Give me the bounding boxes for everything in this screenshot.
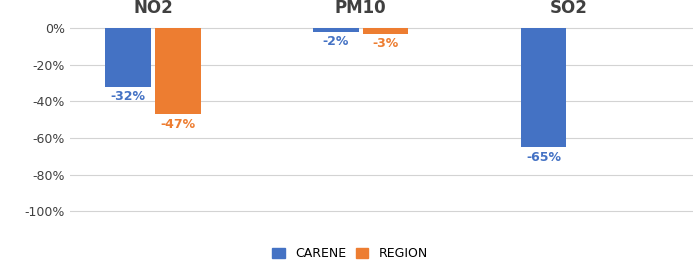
Text: -65%: -65% xyxy=(526,151,561,164)
Text: -47%: -47% xyxy=(160,118,195,131)
Text: PM10: PM10 xyxy=(335,0,386,17)
Text: -32%: -32% xyxy=(111,90,146,104)
Bar xyxy=(521,28,566,147)
Bar xyxy=(363,28,409,34)
Text: SO2: SO2 xyxy=(550,0,587,17)
Bar xyxy=(313,28,358,32)
Legend: CARENE, REGION: CARENE, REGION xyxy=(270,245,430,263)
Text: -2%: -2% xyxy=(323,36,349,48)
Text: -3%: -3% xyxy=(372,37,399,50)
Text: NO2: NO2 xyxy=(133,0,173,17)
Bar xyxy=(105,28,151,87)
Bar xyxy=(155,28,201,114)
